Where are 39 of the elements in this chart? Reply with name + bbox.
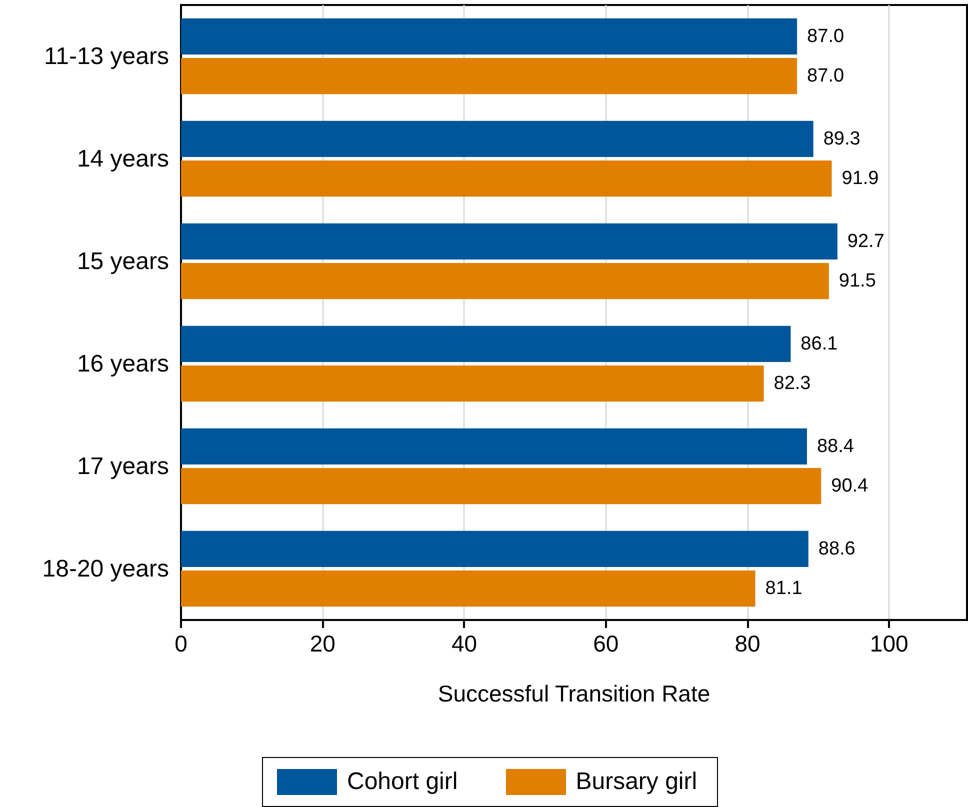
y-tick-label: 16 years (76, 350, 169, 378)
bar (181, 570, 756, 607)
data-label: 91.5 (838, 270, 876, 292)
data-label: 90.4 (831, 476, 869, 497)
y-tick-label: 17 years (76, 452, 169, 480)
data-label: 92.7 (847, 230, 884, 252)
bar (181, 18, 798, 54)
bar (181, 58, 798, 94)
x-tick-label: 0 (174, 630, 188, 656)
bar (181, 530, 808, 567)
x-tick-label: 80 (734, 630, 760, 656)
bar (181, 428, 807, 464)
data-label: 88.4 (816, 436, 854, 457)
y-tick-label: 18-20 years (42, 555, 169, 582)
x-tick-label: 40 (451, 630, 478, 656)
y-tick-label: 11-13 years (44, 42, 169, 70)
data-label: 87.0 (807, 26, 844, 47)
x-tick-label: 60 (593, 630, 619, 656)
bar (181, 223, 838, 260)
data-label: 87.0 (807, 66, 844, 87)
legend-label: Cohort girl (347, 768, 458, 796)
data-label: 81.1 (765, 578, 802, 600)
data-label: 91.9 (842, 168, 879, 190)
x-tick-label: 100 (870, 630, 908, 656)
data-label: 88.6 (818, 538, 856, 560)
bar (181, 120, 814, 157)
x-tick-label: 20 (310, 630, 336, 656)
bar (181, 160, 832, 197)
y-tick-label: 15 years (76, 248, 169, 275)
data-label: 82.3 (774, 373, 811, 394)
legend-label: Bursary girl (576, 768, 698, 796)
x-axis-title: Successful Transition Rate (438, 680, 710, 706)
bar (181, 366, 764, 402)
y-tick-label: 14 years (76, 145, 169, 172)
data-label: 89.3 (823, 128, 860, 150)
bar (181, 468, 822, 504)
data-label: 86.1 (800, 333, 838, 354)
bar (181, 263, 829, 300)
bar (181, 326, 791, 362)
